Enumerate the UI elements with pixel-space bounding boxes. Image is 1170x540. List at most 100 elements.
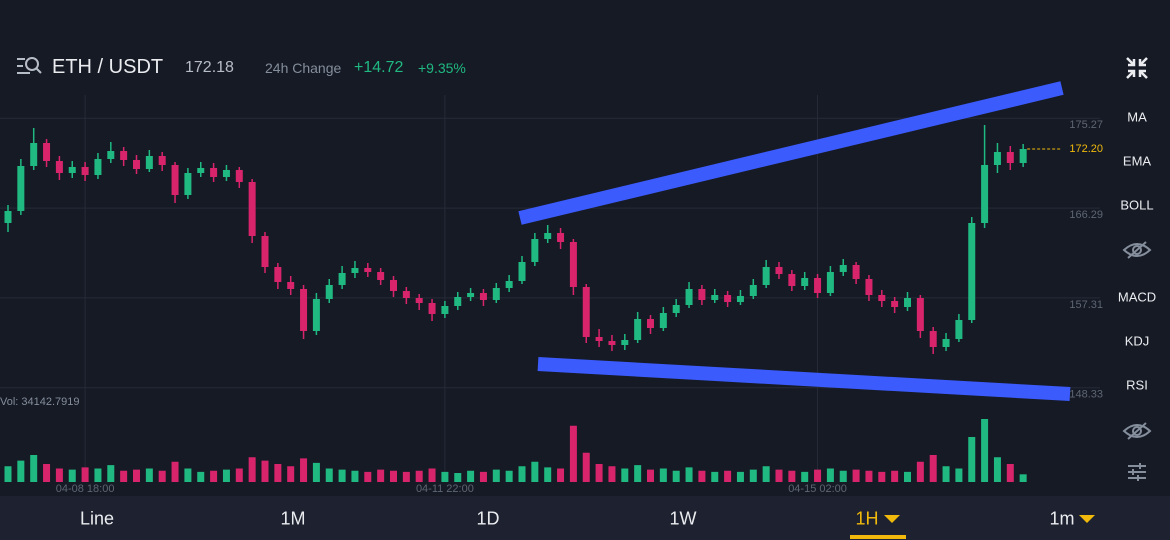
candle-body	[428, 303, 436, 314]
volume-bar	[569, 425, 577, 482]
tool-rsi[interactable]: RSI	[1126, 377, 1148, 393]
volume-bar	[133, 469, 140, 482]
volume-label: Vol: 34142.7919	[0, 396, 80, 408]
candles	[4, 125, 1062, 482]
volume-bar	[467, 470, 475, 482]
volume-bar	[300, 458, 308, 482]
candle-body	[904, 298, 911, 307]
tool-ema[interactable]: EMA	[1122, 153, 1152, 169]
volume-bar	[736, 471, 744, 482]
eye-icon[interactable]	[1122, 421, 1152, 441]
tab[interactable]: 1D	[476, 508, 500, 529]
volume-bar	[17, 460, 25, 482]
volume-bar	[1006, 464, 1014, 482]
volume-bar	[839, 470, 847, 482]
volume-bar	[492, 469, 500, 482]
volume-bar	[364, 471, 372, 482]
y-tick-label: 166.29	[1069, 209, 1103, 221]
candle-body	[839, 265, 847, 272]
volume-bar	[338, 469, 346, 482]
volume-bar	[544, 467, 552, 482]
volume-bar	[916, 461, 924, 482]
candle-body	[107, 151, 115, 159]
volume-bar	[402, 471, 410, 482]
candle-body	[788, 274, 796, 286]
candle-body	[929, 331, 937, 347]
candle-body	[133, 160, 140, 169]
tool-macd[interactable]: MACD	[1117, 289, 1157, 305]
candle-body	[647, 319, 654, 328]
tab[interactable]: 1m	[1049, 508, 1075, 529]
candle-body	[197, 168, 205, 173]
candle-body	[981, 165, 989, 223]
candle-body	[724, 295, 732, 302]
candle-body	[891, 301, 899, 307]
y-tick-label: 148.33	[1069, 389, 1103, 401]
candle-body	[210, 168, 218, 177]
volume-bar	[55, 468, 63, 482]
candle-body	[557, 233, 565, 242]
candle-body	[518, 262, 526, 281]
candle-body	[364, 268, 372, 272]
candle-body	[274, 267, 282, 282]
tool-boll[interactable]: BOLL	[1120, 197, 1154, 213]
volume-bar	[904, 471, 911, 482]
candle-body	[1019, 149, 1027, 163]
tab[interactable]: 1M	[280, 508, 306, 529]
candle-body	[325, 285, 333, 299]
volume-bar	[788, 470, 796, 482]
candle-body	[659, 313, 667, 328]
candle-body	[30, 143, 38, 166]
volume-bar	[929, 455, 937, 482]
grid	[0, 95, 1100, 482]
candle-body	[801, 278, 809, 286]
collapse-icon[interactable]	[1125, 56, 1149, 80]
candle-body	[441, 306, 449, 314]
trend-line-lower	[537, 357, 1071, 401]
tool-kdj[interactable]: KDJ	[1124, 333, 1150, 349]
volume-bar	[479, 471, 487, 482]
candle-body	[736, 296, 744, 302]
y-tick-label: 175.27	[1069, 119, 1103, 131]
volume-bar	[4, 466, 12, 482]
volume-bar	[826, 468, 834, 482]
candle-body	[505, 281, 513, 288]
candle-body	[145, 156, 153, 169]
volume-bar	[891, 470, 899, 482]
candle-body	[222, 170, 230, 177]
candle-body	[1006, 152, 1014, 163]
candle-body	[68, 167, 76, 173]
settings-icon[interactable]	[1127, 462, 1147, 482]
candle-body	[672, 305, 680, 313]
volume-bar	[608, 466, 616, 482]
tool-ma[interactable]: MA	[1127, 109, 1147, 125]
candle-body	[634, 319, 642, 340]
volume-bar	[955, 468, 963, 482]
volume-bar	[120, 470, 128, 482]
trend-line-upper	[518, 81, 1064, 225]
volume-bar	[672, 470, 680, 482]
candle-body	[467, 293, 475, 297]
tab-active[interactable]: 1H	[855, 508, 879, 529]
volume-bar	[814, 469, 822, 482]
volume-bar	[145, 468, 153, 482]
tab[interactable]: 1W	[669, 508, 697, 529]
menu-icon[interactable]	[16, 56, 42, 78]
x-tick-label: 04-15 02:00	[788, 483, 847, 495]
volume-bar	[30, 455, 38, 482]
eye-icon[interactable]	[1122, 240, 1152, 260]
candle-body	[94, 159, 102, 175]
labels: 175.27 166.29 157.31 148.33 04-08 18:00 04-11…	[56, 119, 1103, 495]
candle-body	[479, 293, 487, 300]
candle-body	[955, 320, 963, 339]
candle-body	[120, 151, 128, 160]
volume-bar	[158, 470, 166, 482]
volume-bar	[184, 468, 192, 482]
y-tick-label: 157.31	[1069, 299, 1103, 311]
volume-bar	[222, 469, 230, 482]
volume-bar	[274, 464, 282, 482]
volume-bar	[685, 467, 693, 482]
tab[interactable]: Line	[79, 508, 115, 529]
candle-body	[942, 339, 950, 347]
